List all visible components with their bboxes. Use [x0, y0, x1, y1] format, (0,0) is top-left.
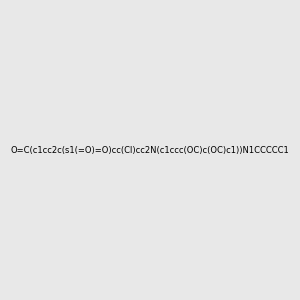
Text: O=C(c1cc2c(s1(=O)=O)cc(Cl)cc2N(c1ccc(OC)c(OC)c1))N1CCCCC1: O=C(c1cc2c(s1(=O)=O)cc(Cl)cc2N(c1ccc(OC)… — [11, 146, 290, 154]
